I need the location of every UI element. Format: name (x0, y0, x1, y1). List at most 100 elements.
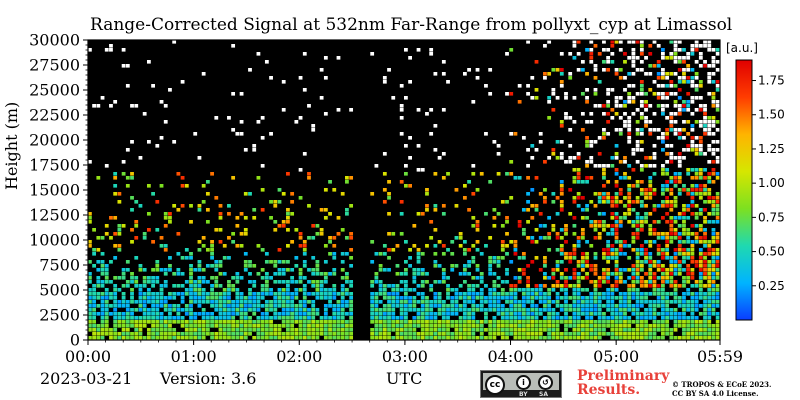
heatmap-cell (543, 300, 547, 304)
heatmap-cell (117, 312, 122, 316)
heatmap-cell (652, 144, 657, 148)
heatmap-cell (404, 328, 408, 332)
heatmap-cell (387, 324, 391, 328)
heatmap-cell (496, 172, 501, 176)
heatmap-cell (677, 248, 682, 252)
cc-license-icon[interactable]: cc i ↺ BY SA (480, 370, 562, 398)
heatmap-cell (349, 296, 354, 300)
heatmap-cell (656, 220, 661, 224)
heatmap-cell (538, 324, 543, 328)
heatmap-cell (130, 292, 134, 296)
heatmap-cell (88, 288, 92, 292)
heatmap-cell (88, 272, 92, 276)
heatmap-cell (231, 316, 236, 320)
heatmap-cell (408, 300, 412, 304)
heatmap-cell (429, 220, 434, 224)
heatmap-cell (395, 272, 400, 276)
heatmap-cell (197, 208, 202, 212)
heatmap-cell (631, 276, 636, 280)
heatmap-cell (269, 288, 273, 292)
heatmap-cell (387, 292, 391, 296)
heatmap-cell (711, 220, 716, 224)
heatmap-cell (669, 160, 674, 164)
heatmap-cell (184, 184, 189, 188)
heatmap-cell (703, 188, 707, 192)
heatmap-cell (711, 296, 716, 300)
heatmap-cell (585, 336, 589, 340)
heatmap-cell (109, 328, 113, 332)
heatmap-cell (302, 288, 307, 292)
heatmap-cell (648, 276, 653, 280)
heatmap-cell (669, 128, 674, 132)
heatmap-cell (336, 300, 341, 304)
heatmap-cell (538, 312, 543, 316)
heatmap-cell (564, 112, 568, 116)
heatmap-cell (559, 120, 564, 124)
heatmap-cell (703, 168, 707, 172)
heatmap-cell (555, 280, 560, 284)
heatmap-cell (323, 296, 328, 300)
heatmap-cell (703, 152, 707, 156)
heatmap-cell (125, 332, 130, 336)
heatmap-cell (715, 248, 720, 252)
heatmap-cell (269, 216, 273, 220)
heatmap-cell (707, 300, 712, 304)
heatmap-cell (113, 256, 118, 260)
heatmap-cell (163, 212, 168, 216)
heatmap-cell (378, 284, 383, 288)
heatmap-cell (669, 256, 674, 260)
heatmap-cell (661, 300, 665, 304)
heatmap-cell (151, 192, 155, 196)
heatmap-cell (227, 332, 231, 336)
heatmap-cell (176, 308, 181, 312)
heatmap-cell (707, 80, 712, 84)
heatmap-cell (694, 300, 699, 304)
heatmap-cell (467, 300, 471, 304)
heatmap-cell (585, 180, 589, 184)
heatmap-cell (222, 272, 227, 276)
heatmap-cell (231, 324, 236, 328)
heatmap-cell (269, 304, 273, 308)
heatmap-cell (513, 308, 518, 312)
heatmap-cell (345, 320, 349, 324)
heatmap-cell (635, 276, 640, 280)
heatmap-cell (218, 328, 223, 332)
heatmap-cell (146, 292, 151, 296)
heatmap-cell (264, 260, 269, 264)
heatmap-cell (370, 312, 375, 316)
heatmap-cell (547, 216, 552, 220)
heatmap-cell (682, 76, 686, 80)
heatmap-cell (311, 128, 316, 132)
heatmap-cell (92, 264, 96, 268)
heatmap-cell (509, 328, 514, 332)
heatmap-cell (559, 84, 564, 88)
heatmap-cell (117, 336, 122, 340)
heatmap-cell (585, 316, 589, 320)
heatmap-cell (551, 224, 556, 228)
heatmap-cell (239, 324, 244, 328)
heatmap-cell (382, 316, 387, 320)
heatmap-cell (639, 328, 644, 332)
heatmap-cell (332, 324, 337, 328)
heatmap-cell (235, 300, 240, 304)
heatmap-cell (585, 160, 589, 164)
heatmap-cell (277, 188, 282, 192)
heatmap-cell (142, 336, 147, 340)
heatmap-cell (243, 252, 248, 256)
heatmap-cell (623, 112, 627, 116)
heatmap-cell (694, 316, 699, 320)
heatmap-cell (610, 216, 615, 220)
heatmap-cell (290, 192, 295, 196)
heatmap-cell (564, 320, 568, 324)
heatmap-cell (264, 312, 269, 316)
heatmap-cell (682, 148, 686, 152)
heatmap-cell (610, 244, 615, 248)
heatmap-cell (555, 156, 560, 160)
heatmap-cell (328, 272, 332, 276)
heatmap-cell (205, 192, 210, 196)
heatmap-cell (572, 224, 577, 228)
heatmap-cell (547, 308, 552, 312)
heatmap-cell (391, 292, 396, 296)
heatmap-cell (425, 324, 429, 328)
heatmap-cell (281, 220, 286, 224)
